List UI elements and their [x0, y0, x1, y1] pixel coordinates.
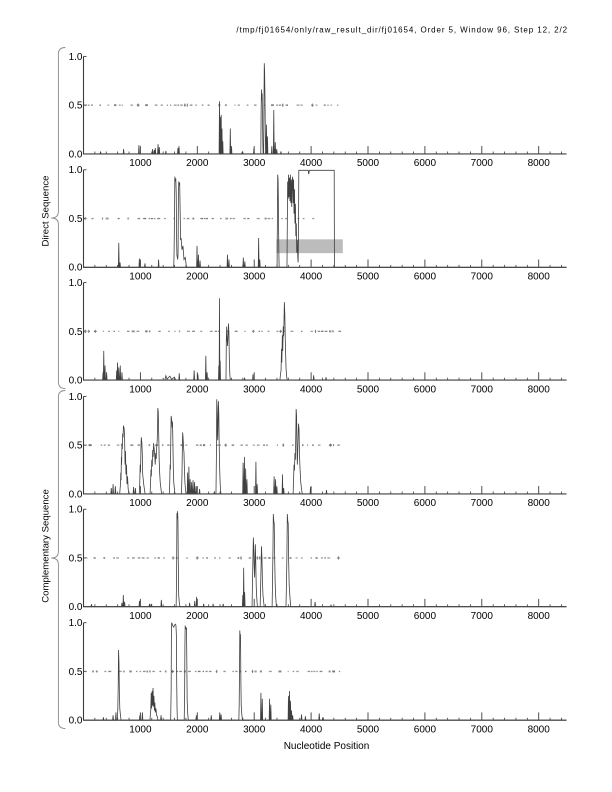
- svg-text:Complementary Sequence: Complementary Sequence: [41, 489, 52, 603]
- svg-text:Nucleotide Position: Nucleotide Position: [284, 741, 370, 752]
- svg-text:Direct Sequence: Direct Sequence: [41, 176, 52, 247]
- svg-text:4000: 4000: [300, 725, 323, 736]
- svg-text:6000: 6000: [414, 498, 437, 509]
- svg-text:6000: 6000: [414, 384, 437, 395]
- svg-text:/tmp/fj01654/only/raw_result_d: /tmp/fj01654/only/raw_result_dir/fj01654…: [236, 25, 568, 34]
- svg-text:3000: 3000: [243, 384, 266, 395]
- svg-text:2000: 2000: [186, 611, 209, 622]
- svg-text:1.0: 1.0: [69, 52, 83, 63]
- svg-text:0.0: 0.0: [69, 149, 83, 160]
- svg-text:8000: 8000: [528, 725, 551, 736]
- svg-text:0.5: 0.5: [69, 441, 83, 452]
- svg-text:7000: 7000: [471, 158, 494, 169]
- svg-text:0.5: 0.5: [69, 553, 83, 564]
- svg-text:8000: 8000: [528, 158, 551, 169]
- svg-text:3000: 3000: [243, 498, 266, 509]
- svg-text:1000: 1000: [129, 158, 152, 169]
- svg-text:1.0: 1.0: [69, 505, 83, 516]
- svg-text:6000: 6000: [414, 158, 437, 169]
- svg-text:4000: 4000: [300, 272, 323, 283]
- svg-text:0.0: 0.0: [69, 489, 83, 500]
- svg-text:8000: 8000: [528, 384, 551, 395]
- svg-text:7000: 7000: [471, 611, 494, 622]
- svg-text:3000: 3000: [243, 725, 266, 736]
- svg-text:0.0: 0.0: [69, 602, 83, 613]
- svg-text:4000: 4000: [300, 384, 323, 395]
- svg-text:7000: 7000: [471, 725, 494, 736]
- svg-text:8000: 8000: [528, 498, 551, 509]
- svg-text:0.5: 0.5: [69, 667, 83, 678]
- svg-text:1000: 1000: [129, 725, 152, 736]
- svg-text:1000: 1000: [129, 498, 152, 509]
- svg-text:1.0: 1.0: [69, 392, 83, 403]
- svg-text:1000: 1000: [129, 272, 152, 283]
- svg-text:0.5: 0.5: [69, 101, 83, 112]
- svg-text:5000: 5000: [357, 158, 380, 169]
- svg-text:8000: 8000: [528, 272, 551, 283]
- svg-text:1.0: 1.0: [69, 618, 83, 629]
- svg-text:2000: 2000: [186, 498, 209, 509]
- svg-text:5000: 5000: [357, 611, 380, 622]
- svg-text:4000: 4000: [300, 611, 323, 622]
- svg-text:4000: 4000: [300, 158, 323, 169]
- svg-text:2000: 2000: [186, 725, 209, 736]
- svg-text:1000: 1000: [129, 384, 152, 395]
- svg-text:3000: 3000: [243, 272, 266, 283]
- svg-text:5000: 5000: [357, 384, 380, 395]
- svg-text:4000: 4000: [300, 498, 323, 509]
- svg-text:0.0: 0.0: [69, 716, 83, 727]
- svg-text:1.0: 1.0: [69, 278, 83, 289]
- svg-text:8000: 8000: [528, 611, 551, 622]
- svg-text:6000: 6000: [414, 272, 437, 283]
- svg-text:1000: 1000: [129, 611, 152, 622]
- svg-text:7000: 7000: [471, 272, 494, 283]
- svg-text:5000: 5000: [357, 725, 380, 736]
- svg-text:7000: 7000: [471, 384, 494, 395]
- svg-text:5000: 5000: [357, 272, 380, 283]
- svg-text:7000: 7000: [471, 498, 494, 509]
- svg-text:0.0: 0.0: [69, 263, 83, 274]
- svg-text:2000: 2000: [186, 272, 209, 283]
- svg-text:6000: 6000: [414, 725, 437, 736]
- svg-text:2000: 2000: [186, 384, 209, 395]
- svg-text:3000: 3000: [243, 611, 266, 622]
- svg-text:0.0: 0.0: [69, 376, 83, 387]
- svg-text:1.0: 1.0: [69, 165, 83, 176]
- svg-text:0.5: 0.5: [69, 327, 83, 338]
- svg-text:5000: 5000: [357, 498, 380, 509]
- svg-text:0.5: 0.5: [69, 214, 83, 225]
- svg-text:2000: 2000: [186, 158, 209, 169]
- svg-text:6000: 6000: [414, 611, 437, 622]
- svg-text:3000: 3000: [243, 158, 266, 169]
